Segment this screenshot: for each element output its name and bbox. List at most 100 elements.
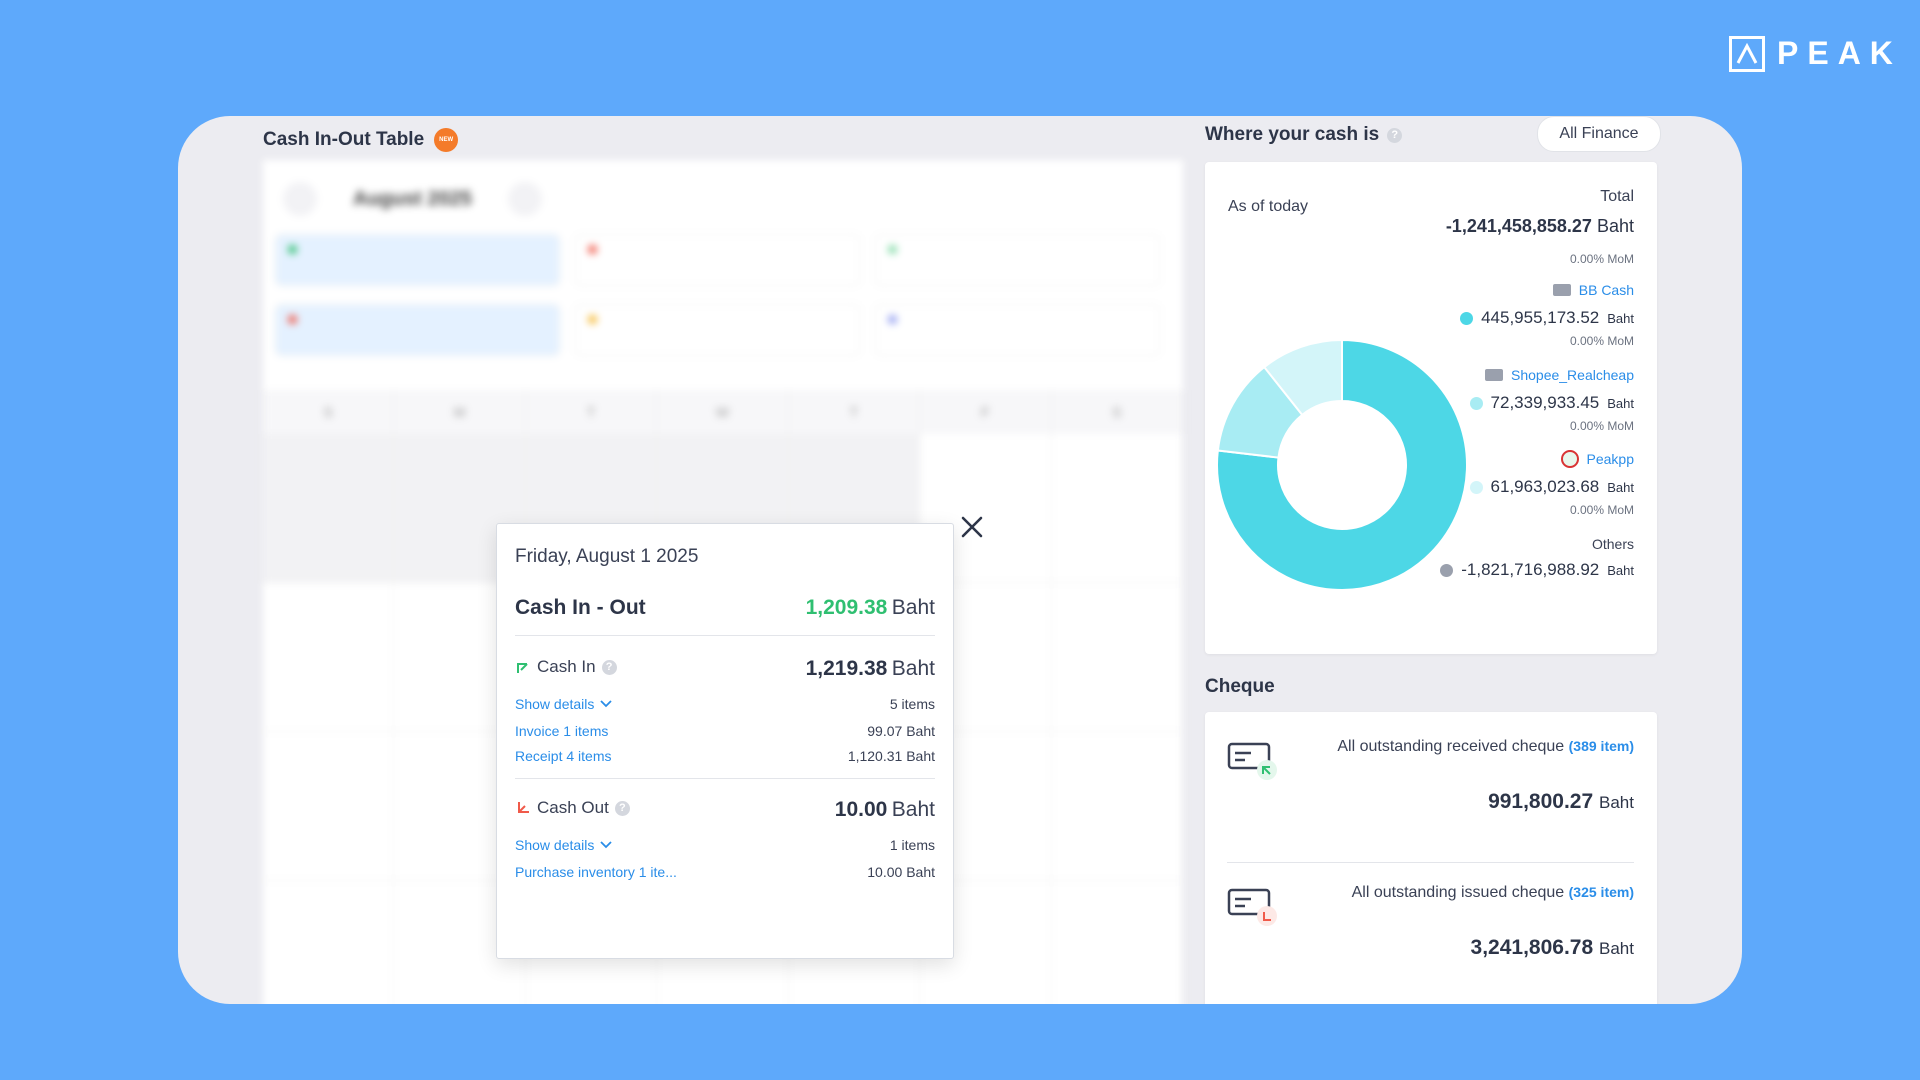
new-badge: NEW xyxy=(434,128,459,152)
issued-cheque-icon xyxy=(1227,886,1279,933)
cash-in-value: 1,219.38 Baht xyxy=(806,657,935,681)
total-amount: -1,241,458,858.27 xyxy=(1445,216,1592,236)
cash-out-value: 10.00 Baht xyxy=(835,798,935,822)
account-shopee[interactable]: Shopee_Realcheap xyxy=(1485,367,1634,383)
chevron-down-icon xyxy=(600,700,613,708)
help-icon[interactable]: ? xyxy=(614,800,630,816)
list-item: Purchase inventory 1 ite... 10.00 Baht xyxy=(515,864,935,880)
summary-cash-in[interactable] xyxy=(275,234,560,286)
as-of-label: As of today xyxy=(1228,198,1309,215)
divider xyxy=(515,635,935,636)
next-month-button[interactable] xyxy=(507,182,542,216)
others-value: -1,821,716,988.92 Baht xyxy=(1440,560,1634,580)
calendar-day[interactable] xyxy=(263,434,395,582)
calendar-day[interactable] xyxy=(263,583,395,731)
account-peakpp-value: 61,963,023.68 Baht xyxy=(1469,477,1634,497)
cash-in-out-title-text: Cash In-Out Table xyxy=(263,129,425,150)
summary-overdue-receivables[interactable] xyxy=(575,234,860,286)
cash-in-show-details[interactable]: Show details xyxy=(515,696,613,712)
cash-out-show-details[interactable]: Show details xyxy=(515,837,613,853)
donut-slice[interactable] xyxy=(1262,340,1343,417)
purchase-inventory-link[interactable]: Purchase inventory 1 ite... xyxy=(515,864,677,880)
summary-amount: 1,209.38 xyxy=(805,596,888,619)
calendar-day[interactable] xyxy=(1052,434,1183,582)
calendar-day[interactable] xyxy=(920,732,1052,880)
issued-cheque-label: All outstanding issued cheque xyxy=(1351,884,1565,901)
weekday-label: S xyxy=(263,390,395,434)
bank-icon xyxy=(1552,284,1571,296)
summary-expected-cash-out[interactable] xyxy=(875,304,1160,356)
receipt-link[interactable]: Receipt 4 items xyxy=(515,748,612,764)
cash-in-items-count: 5 items xyxy=(889,696,935,712)
popup-date: Friday, August 1 2025 xyxy=(515,546,699,567)
cash-distribution-panel: As of today Total -1,241,458,858.27 Baht… xyxy=(1205,162,1657,654)
peak-logo: PEAK xyxy=(1729,35,1902,72)
cash-out-label-group: Cash Out ? xyxy=(515,798,630,818)
calendar-day[interactable] xyxy=(263,732,395,880)
help-icon[interactable]: ? xyxy=(601,659,617,675)
account-amount: 72,339,933.45 xyxy=(1490,393,1600,412)
cash-out-icon xyxy=(518,802,529,813)
account-name: BB Cash xyxy=(1578,282,1634,298)
legend-dot xyxy=(1469,396,1483,410)
legend-dot xyxy=(1469,480,1483,494)
bank-icon xyxy=(1485,369,1503,381)
calendar-day[interactable] xyxy=(920,583,1052,731)
summary-cash-out[interactable] xyxy=(275,304,560,356)
divider xyxy=(515,778,935,779)
close-popup-button[interactable] xyxy=(959,514,985,540)
day-detail-popup: Friday, August 1 2025 Cash In - Out 1,20… xyxy=(496,523,954,959)
help-icon[interactable]: ? xyxy=(1387,127,1403,143)
invoice-link[interactable]: Invoice 1 items xyxy=(515,723,609,739)
weekday-label: S xyxy=(1052,390,1183,434)
summary-label: Cash In - Out xyxy=(515,596,646,619)
weekday-label: T xyxy=(526,390,658,434)
account-unit: Baht xyxy=(1607,479,1634,495)
cash-in-out-summary: Cash In - Out 1,209.38 Baht xyxy=(515,596,935,620)
where-cash-title-text: Where your cash is xyxy=(1205,124,1380,145)
month-label: August 2025 xyxy=(353,187,472,210)
issued-cheque-count[interactable]: (325 item) xyxy=(1568,884,1634,900)
calendar-day[interactable] xyxy=(1052,583,1183,731)
account-bb-cash[interactable]: BB Cash xyxy=(1552,282,1634,298)
issued-cheque-row[interactable]: All outstanding issued cheque (325 item) xyxy=(1352,884,1634,902)
calendar-day[interactable] xyxy=(920,434,1052,582)
prev-month-button[interactable] xyxy=(283,182,317,216)
donut-slice[interactable] xyxy=(1217,340,1467,590)
received-cheque-row[interactable]: All outstanding received cheque (389 ite… xyxy=(1337,738,1634,756)
summary-overdue-payables[interactable] xyxy=(575,304,860,356)
issued-cheque-unit: Baht xyxy=(1599,939,1634,958)
total-mom: 0.00% MoM xyxy=(1569,252,1634,266)
legend-dot xyxy=(1460,311,1474,325)
account-unit: Baht xyxy=(1607,310,1634,326)
calendar-day[interactable] xyxy=(1052,881,1183,1004)
account-amount: 445,955,173.52 xyxy=(1481,308,1600,327)
calendar-day[interactable] xyxy=(1052,732,1183,880)
cash-out-items-count: 1 items xyxy=(889,837,935,853)
cheque-panel: All outstanding received cheque (389 ite… xyxy=(1205,712,1657,1004)
total-value: -1,241,458,858.27 Baht xyxy=(1446,216,1634,237)
account-name: Peakpp xyxy=(1586,451,1634,467)
divider xyxy=(1227,862,1634,863)
peak-logo-icon xyxy=(1729,35,1765,72)
bank-icon xyxy=(1560,450,1579,468)
cash-donut-chart xyxy=(1217,340,1467,590)
finance-filter-button[interactable]: All Finance xyxy=(1537,116,1661,152)
issued-cheque-value: 3,241,806.78 Baht xyxy=(1471,936,1634,960)
cash-out-details-row: Show details 1 items xyxy=(515,837,935,853)
cash-in-unit: Baht xyxy=(891,657,935,680)
calendar-day[interactable] xyxy=(920,881,1052,1004)
total-unit: Baht xyxy=(1596,216,1634,236)
account-shopee-value: 72,339,933.45 Baht xyxy=(1469,393,1634,413)
received-cheque-count[interactable]: (389 item) xyxy=(1568,738,1634,754)
cash-in-icon xyxy=(517,663,528,673)
account-peakpp[interactable]: Peakpp xyxy=(1560,450,1634,468)
list-item: Receipt 4 items 1,120.31 Baht xyxy=(515,748,935,764)
summary-expected-cash-in[interactable] xyxy=(875,234,1160,286)
close-icon xyxy=(961,516,983,538)
calendar-day[interactable] xyxy=(263,881,395,1004)
account-bb-cash-value: 445,955,173.52 Baht xyxy=(1460,308,1634,328)
cash-in-amount: 1,219.38 xyxy=(805,657,888,680)
month-navigator: August 2025 xyxy=(283,182,542,216)
account-mom: 0.00% MoM xyxy=(1569,419,1634,433)
